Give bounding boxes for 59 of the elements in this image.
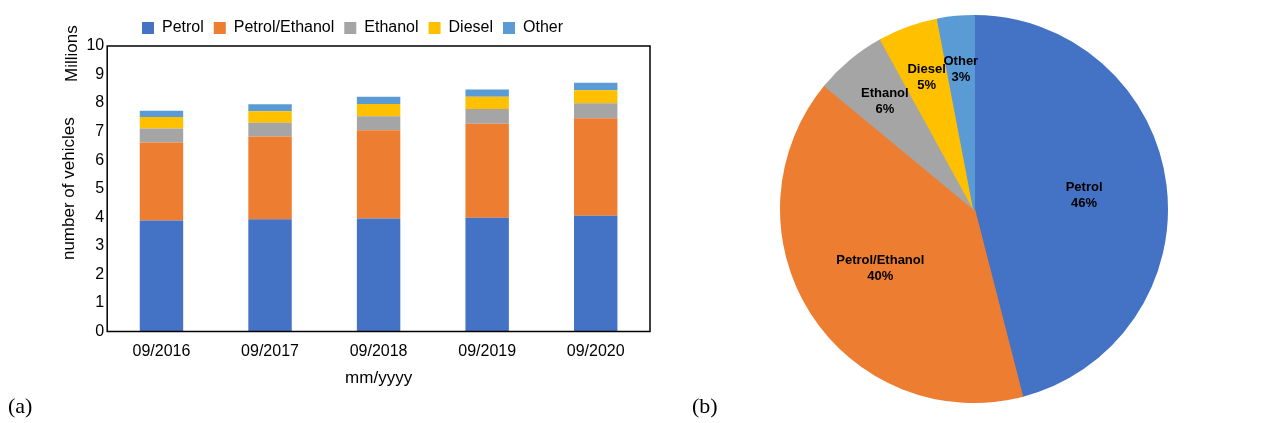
bar xyxy=(139,110,184,118)
slice-label: Ethanol xyxy=(860,84,909,100)
bar xyxy=(574,103,618,119)
y-tick-label: 5 xyxy=(95,179,105,197)
bar xyxy=(465,96,509,110)
bar xyxy=(465,89,509,97)
data-label: 40% xyxy=(867,268,894,284)
y-tick-label: 10 xyxy=(86,36,105,54)
x-axis-title: mm/yyyy xyxy=(345,368,413,388)
text: (b) xyxy=(692,393,718,419)
bar xyxy=(574,90,618,104)
legend-label: Petrol xyxy=(161,18,204,36)
data-label: 46% xyxy=(1071,194,1098,210)
data-label: 3% xyxy=(951,69,971,85)
data-label: 6% xyxy=(875,100,895,116)
bar xyxy=(248,111,292,123)
bar xyxy=(356,103,401,117)
x-tick-label: 09/2020 xyxy=(566,342,625,360)
bar xyxy=(356,116,401,131)
y-tick-label: 2 xyxy=(95,264,105,282)
bar xyxy=(248,104,292,112)
text: Millions xyxy=(62,25,82,82)
data-label: 5% xyxy=(917,76,937,92)
y-tick-label: 8 xyxy=(95,93,105,111)
bar xyxy=(139,117,184,129)
x-tick-label: 09/2018 xyxy=(349,342,408,360)
bar xyxy=(465,109,509,124)
y-tick-label: 3 xyxy=(95,236,105,254)
legend-label: Petrol/Ethanol xyxy=(233,18,335,36)
bar xyxy=(248,136,292,220)
bar xyxy=(139,142,184,221)
bar xyxy=(574,215,618,332)
y-tick-label: 4 xyxy=(95,207,105,225)
y-tick-label: 1 xyxy=(95,293,105,311)
legend-label: Other xyxy=(523,18,564,36)
bar xyxy=(139,128,184,143)
bar xyxy=(356,96,401,104)
bar xyxy=(248,122,292,137)
y-tick-label: 0 xyxy=(95,321,105,339)
bar xyxy=(574,82,618,91)
y-tick-label: 9 xyxy=(95,64,105,82)
y-tick-label: 7 xyxy=(95,122,105,140)
legend-label: Diesel xyxy=(448,18,494,36)
text: (a) xyxy=(8,393,33,419)
bar xyxy=(356,130,401,219)
y-tick-label: 6 xyxy=(95,150,105,168)
slice-label: Petrol/Ethanol xyxy=(836,252,925,268)
x-tick-label: 09/2019 xyxy=(458,342,517,360)
x-tick-label: 09/2016 xyxy=(132,342,191,360)
legend-label: Ethanol xyxy=(364,18,419,36)
x-tick-label: 09/2017 xyxy=(241,342,300,360)
bar xyxy=(139,220,184,332)
bar xyxy=(356,218,401,332)
bar xyxy=(574,118,618,216)
slice-label: Petrol xyxy=(1065,178,1103,194)
bar xyxy=(465,123,509,218)
bar xyxy=(248,219,292,332)
y-axis-title: number of vehicles xyxy=(58,117,78,261)
bar xyxy=(465,217,509,332)
